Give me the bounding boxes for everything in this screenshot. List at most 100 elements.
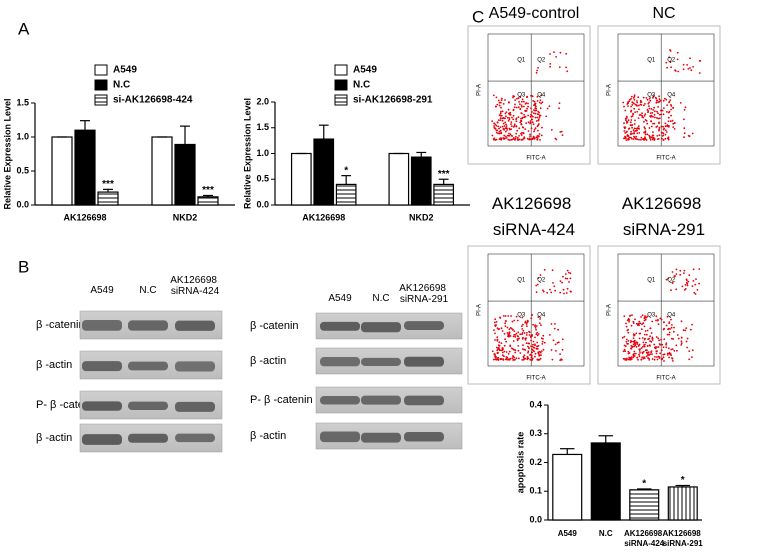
event-dot: [683, 136, 685, 139]
event-dot: [650, 350, 653, 353]
event-dot: [662, 356, 665, 358]
event-dot: [565, 66, 567, 69]
event-dot: [559, 280, 562, 282]
event-dot: [698, 72, 701, 74]
event-dot: [527, 345, 529, 348]
event-dot: [629, 98, 631, 101]
event-dot: [625, 340, 628, 343]
event-dot: [495, 321, 498, 323]
event-dot: [535, 71, 538, 74]
event-dot: [523, 354, 526, 357]
event-dot: [691, 132, 694, 135]
event-dot: [505, 115, 507, 118]
event-dot: [668, 333, 671, 336]
event-dot: [661, 358, 663, 361]
event-dot: [654, 356, 656, 358]
x-tick-label: AK126698: [302, 212, 345, 222]
event-dot: [537, 110, 540, 113]
event-dot: [642, 116, 645, 119]
event-dot: [660, 99, 662, 102]
event-dot: [503, 127, 505, 130]
event-dot: [535, 136, 538, 139]
event-dot: [643, 126, 646, 129]
event-dot: [649, 353, 652, 355]
event-dot: [500, 110, 502, 113]
blot-band: [128, 433, 168, 443]
event-dot: [514, 334, 517, 336]
quadrant-label: Q2: [667, 278, 676, 284]
event-dot: [539, 99, 542, 101]
event-dot: [669, 49, 671, 51]
event-dot: [521, 100, 523, 103]
event-dot: [676, 334, 679, 336]
blot-band: [404, 356, 444, 367]
event-dot: [510, 134, 513, 137]
event-dot: [657, 112, 659, 115]
event-dot: [494, 356, 497, 359]
event-dot: [665, 61, 668, 64]
event-dot: [651, 112, 654, 114]
event-dot: [637, 96, 640, 99]
event-dot: [521, 323, 524, 326]
event-dot: [670, 105, 673, 107]
event-dot: [680, 344, 683, 346]
event-dot: [683, 118, 685, 121]
event-dot: [667, 328, 669, 331]
event-dot: [636, 138, 638, 141]
significance: *: [642, 479, 646, 490]
event-dot: [558, 102, 561, 104]
event-dot: [500, 99, 503, 102]
blot-band: [128, 401, 168, 410]
event-dot: [672, 122, 675, 125]
event-dot: [520, 139, 523, 141]
bar: [388, 152, 410, 206]
event-dot: [516, 335, 519, 337]
event-dot: [497, 132, 499, 135]
event-dot: [654, 347, 657, 350]
event-dot: [531, 359, 534, 361]
bar: [313, 138, 335, 206]
event-dot: [550, 129, 553, 131]
panel-label: B: [18, 257, 29, 276]
event-dot: [665, 98, 668, 101]
event-dot: [537, 119, 540, 122]
event-dot: [698, 282, 700, 285]
event-dot: [664, 125, 667, 128]
flow-y-label: PI-A: [607, 84, 613, 96]
event-dot: [498, 104, 501, 107]
event-dot: [513, 137, 515, 139]
event-dot: [635, 135, 638, 138]
event-dot: [492, 358, 495, 361]
event-dot: [632, 340, 635, 343]
y-axis-label: apoptosis rate: [515, 432, 525, 494]
event-dot: [666, 354, 669, 356]
event-dot: [539, 114, 541, 117]
event-dot: [496, 121, 499, 124]
event-dot: [676, 58, 679, 61]
legend-swatch: [334, 94, 348, 106]
event-dot: [659, 317, 662, 320]
event-dot: [687, 68, 690, 70]
event-dot: [656, 319, 659, 322]
event-dot: [524, 103, 527, 105]
event-dot: [638, 355, 641, 358]
event-dot: [680, 336, 683, 339]
event-dot: [667, 277, 670, 280]
event-dot: [513, 95, 516, 98]
event-dot: [509, 114, 512, 116]
event-dot: [508, 112, 511, 115]
event-dot: [523, 332, 526, 334]
event-dot: [690, 69, 693, 72]
event-dot: [500, 132, 503, 135]
event-dot: [674, 69, 676, 72]
event-dot: [628, 127, 631, 130]
y-tick-label: 1.5: [16, 97, 29, 107]
event-dot: [508, 350, 511, 353]
event-dot: [518, 101, 520, 103]
event-dot: [508, 328, 511, 331]
x-tick-label: NKD2: [173, 212, 198, 222]
event-dot: [529, 115, 532, 118]
event-dot: [502, 348, 504, 351]
event-dot: [537, 358, 540, 361]
event-dot: [507, 315, 510, 317]
